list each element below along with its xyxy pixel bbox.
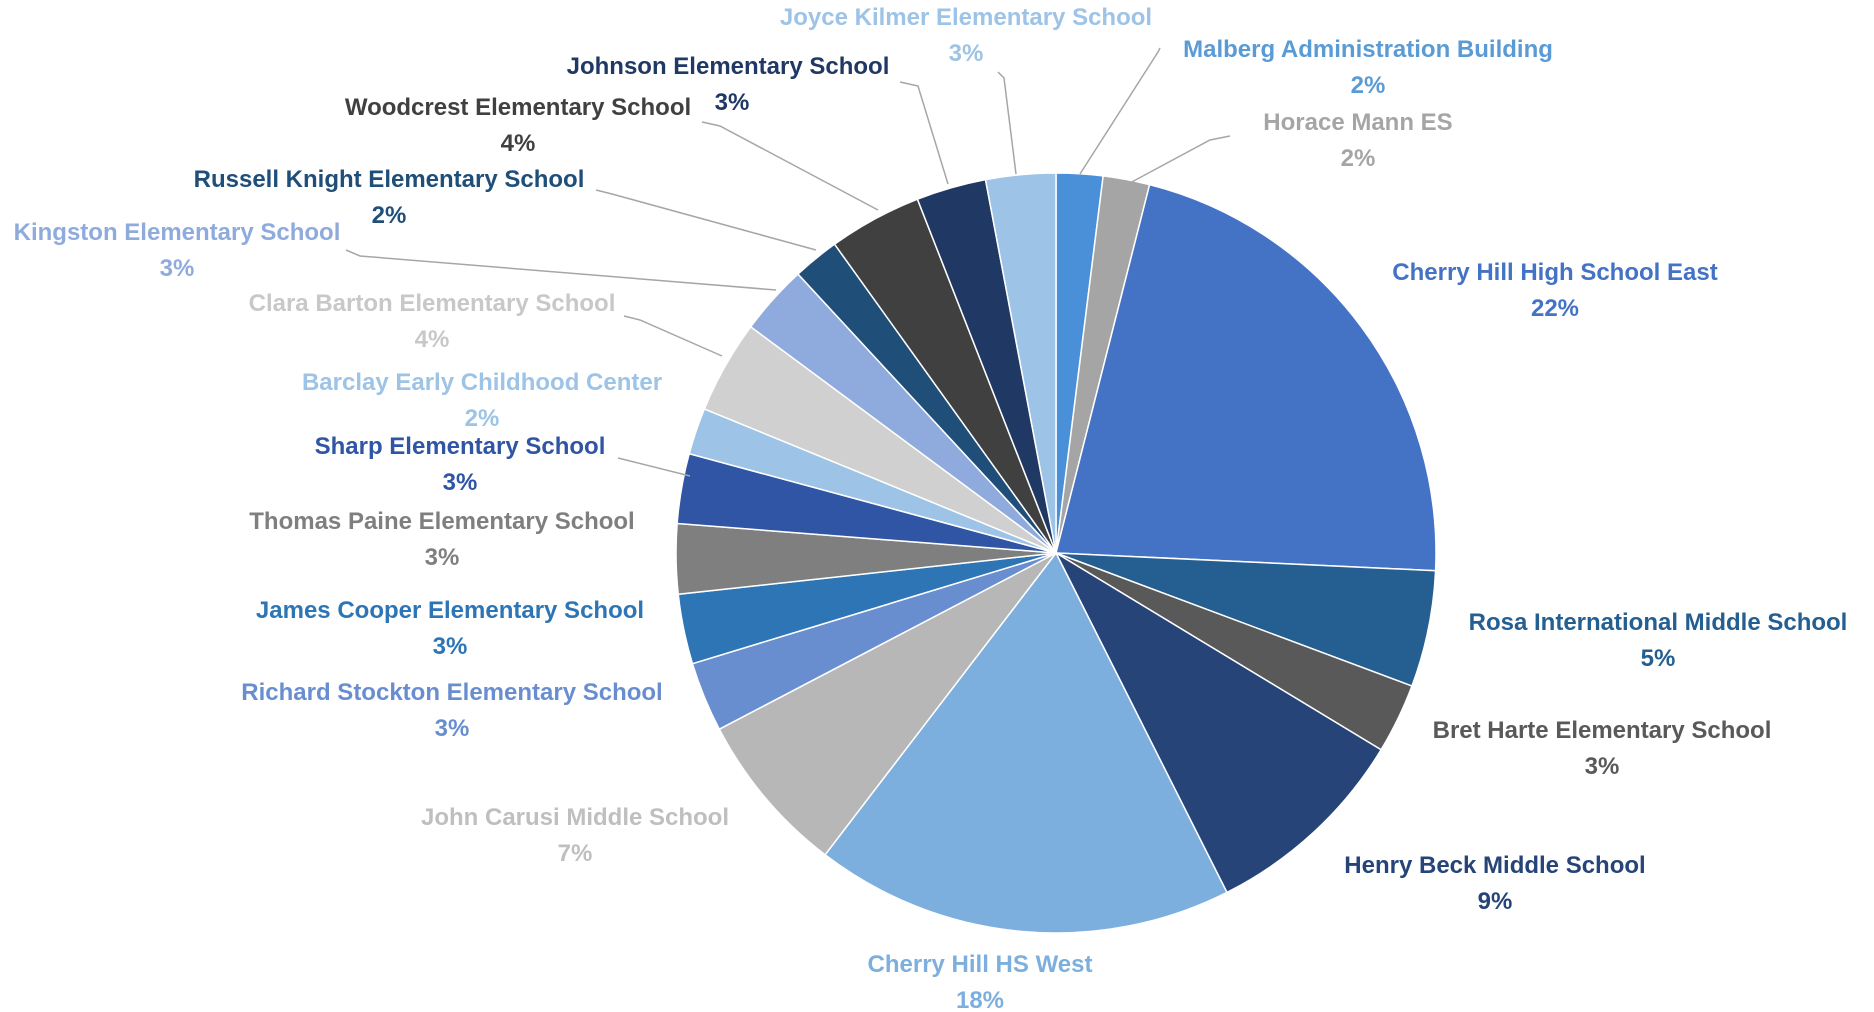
slice-percent-johnson-elementary-school: 3%: [715, 89, 750, 116]
leader-line-malberg-administration-building: [1079, 47, 1161, 175]
leader-line-clara-barton-elementary-school: [623, 315, 723, 357]
pie-slice-henry-beck-middle-school: [1054, 551, 1383, 894]
slice-percent-sharp-elementary-school: 3%: [443, 469, 478, 496]
slice-percent-woodcrest-elementary-school: 4%: [501, 130, 536, 157]
pie-slice-joyce-kilmer-elementary-school: [984, 172, 1057, 554]
slice-percent-james-cooper-elementary-school: 3%: [433, 633, 468, 660]
slice-label-kingston-elementary-school: Kingston Elementary School: [14, 219, 341, 246]
slice-label-richard-stockton-elementary-school: Richard Stockton Elementary School: [241, 679, 662, 706]
slice-label-russell-knight-elementary-school: Russell Knight Elementary School: [194, 166, 585, 193]
leader-line-kingston-elementary-school: [345, 249, 777, 291]
slice-label-rosa-international-middle-school: Rosa International Middle School: [1469, 609, 1848, 636]
slice-label-clara-barton-elementary-school: Clara Barton Elementary School: [249, 290, 616, 317]
slice-label-thomas-paine-elementary-school: Thomas Paine Elementary School: [249, 508, 634, 535]
slice-percent-clara-barton-elementary-school: 4%: [415, 326, 450, 353]
slice-label-james-cooper-elementary-school: James Cooper Elementary School: [256, 597, 644, 624]
leader-line-sharp-elementary-school: [617, 457, 691, 477]
slice-percent-cherry-hill-high-school-east: 22%: [1531, 295, 1579, 322]
slice-percent-rosa-international-middle-school: 5%: [1641, 645, 1676, 672]
leader-line-joyce-kilmer-elementary-school: [997, 71, 1017, 175]
leader-line-russell-knight-elementary-school: [595, 189, 817, 251]
slice-label-bret-harte-elementary-school: Bret Harte Elementary School: [1433, 717, 1772, 744]
leader-line-johnson-elementary-school: [899, 81, 949, 185]
slice-percent-russell-knight-elementary-school: 2%: [372, 202, 407, 229]
slice-label-henry-beck-middle-school: Henry Beck Middle School: [1344, 852, 1645, 879]
slice-percent-cherry-hill-hs-west: 18%: [956, 987, 1004, 1012]
pie-slice-cherry-hill-hs-west: [824, 551, 1228, 934]
slice-labels: Malberg Administration Building 2% Horace …: [14, 4, 1848, 1012]
slice-percent-horace-mann-es: 2%: [1341, 145, 1376, 172]
slice-percent-kingston-elementary-school: 3%: [160, 255, 195, 282]
slice-label-horace-mann-es: Horace Mann ES: [1263, 109, 1452, 136]
slice-percent-john-carusi-middle-school: 7%: [558, 840, 593, 867]
slice-label-woodcrest-elementary-school: Woodcrest Elementary School: [345, 94, 691, 121]
pie-slice-cherry-hill-high-school-east: [1055, 183, 1437, 572]
slice-label-malberg-administration-building: Malberg Administration Building: [1183, 36, 1553, 63]
slice-label-john-carusi-middle-school: John Carusi Middle School: [421, 804, 729, 831]
slice-label-cherry-hill-hs-west: Cherry Hill HS West: [868, 951, 1093, 978]
slice-percent-joyce-kilmer-elementary-school: 3%: [949, 40, 984, 67]
slice-percent-henry-beck-middle-school: 9%: [1478, 888, 1513, 915]
slice-percent-thomas-paine-elementary-school: 3%: [425, 544, 460, 571]
pie-slices: [675, 172, 1437, 934]
slice-percent-malberg-administration-building: 2%: [1351, 72, 1386, 99]
leader-lines: [345, 47, 1231, 477]
slice-percent-bret-harte-elementary-school: 3%: [1585, 753, 1620, 780]
slice-label-joyce-kilmer-elementary-school: Joyce Kilmer Elementary School: [780, 4, 1152, 31]
slice-label-barclay-early-childhood-center: Barclay Early Childhood Center: [302, 369, 662, 396]
slice-percent-barclay-early-childhood-center: 2%: [465, 405, 500, 432]
pie-slice-john-carusi-middle-school: [718, 552, 1057, 856]
slice-label-cherry-hill-high-school-east: Cherry Hill High School East: [1392, 259, 1717, 286]
leader-line-horace-mann-es: [1127, 135, 1231, 185]
slice-label-johnson-elementary-school: Johnson Elementary School: [567, 53, 890, 80]
slice-percent-richard-stockton-elementary-school: 3%: [435, 715, 470, 742]
slice-label-sharp-elementary-school: Sharp Elementary School: [315, 433, 606, 460]
leader-line-woodcrest-elementary-school: [701, 121, 879, 211]
